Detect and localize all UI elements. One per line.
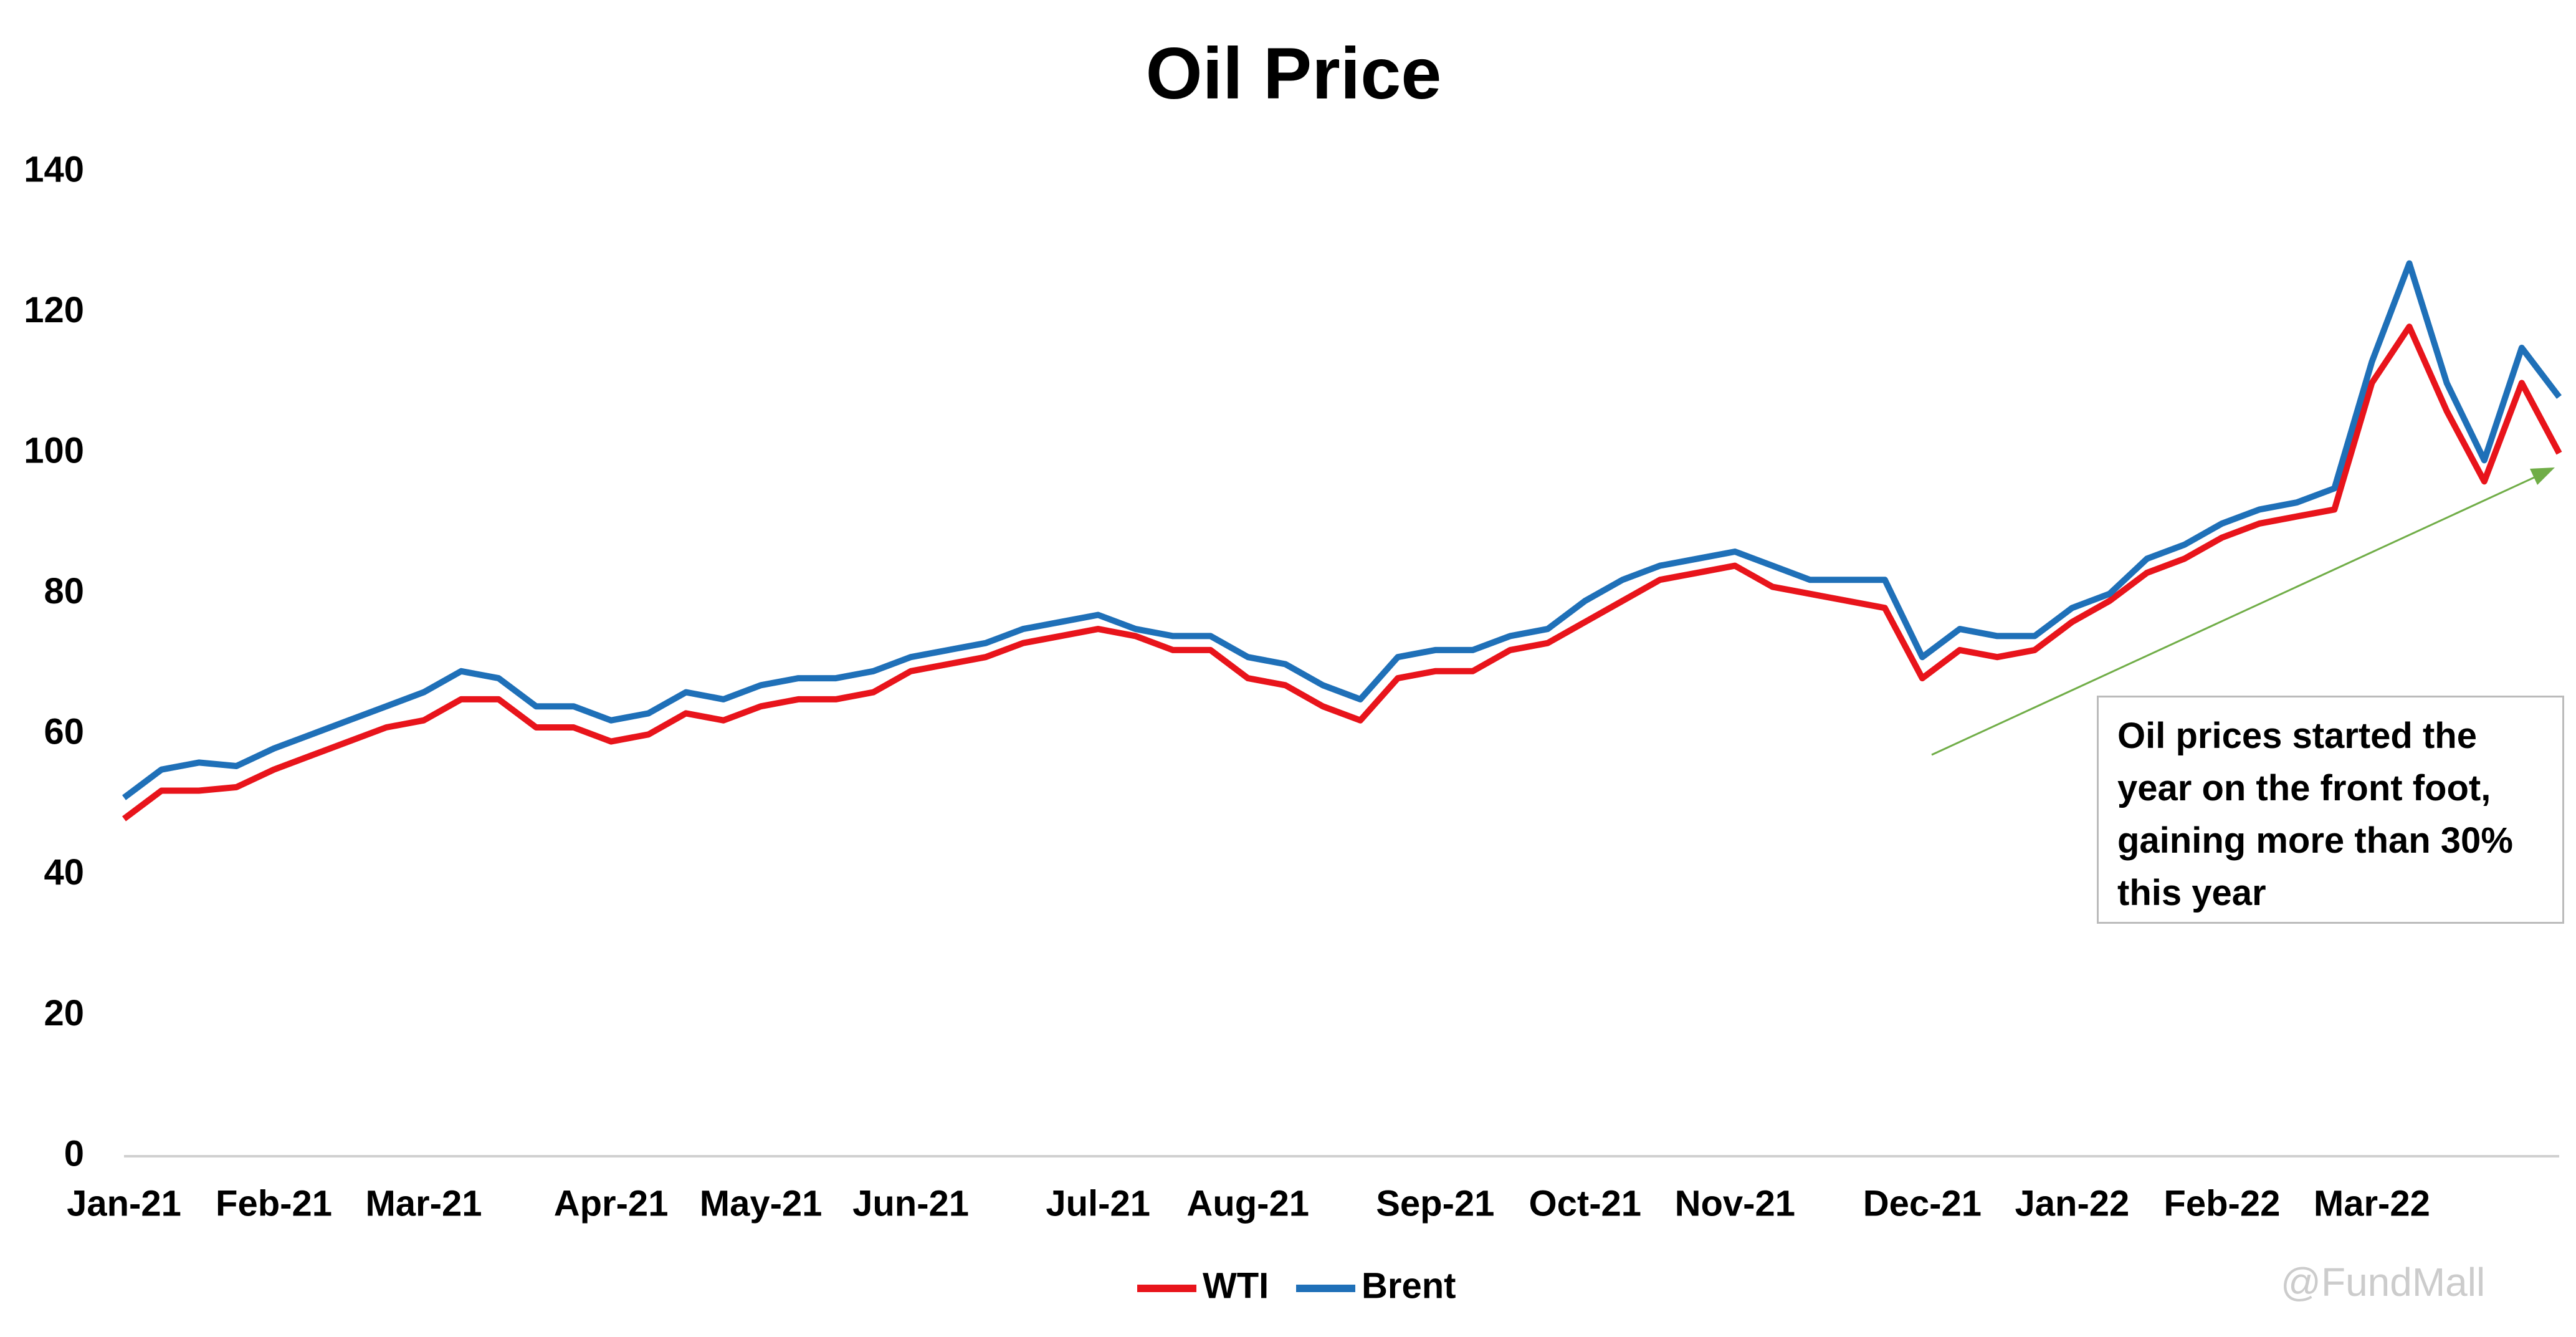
y-tick-label: 40: [44, 852, 84, 893]
x-tick-label: Apr-21: [554, 1183, 669, 1224]
x-tick-label: Jul-21: [1046, 1183, 1150, 1224]
x-tick-label: Aug-21: [1186, 1183, 1309, 1224]
x-tick-label: Feb-22: [2163, 1183, 2280, 1224]
legend-label: WTI: [1203, 1265, 1269, 1306]
x-tick-label: Dec-21: [1863, 1183, 1982, 1224]
chart-title: Oil Price: [1146, 32, 1442, 114]
y-tick-label: 0: [64, 1133, 84, 1174]
x-tick-label: May-21: [700, 1183, 823, 1224]
watermark: @FundMall: [2281, 1260, 2486, 1305]
x-tick-label: Sep-21: [1376, 1183, 1494, 1224]
y-tick-label: 80: [44, 571, 84, 611]
legend-label: Brent: [1362, 1265, 1456, 1306]
annotation-arrowhead: [2530, 467, 2555, 485]
annotation: Oil prices started the year on the front…: [2097, 696, 2564, 924]
y-tick-label: 120: [24, 290, 84, 330]
x-tick-label: Feb-21: [216, 1183, 332, 1224]
y-tick-label: 20: [44, 993, 84, 1033]
y-tick-label: 140: [24, 149, 84, 189]
x-tick-label: Oct-21: [1529, 1183, 1642, 1224]
x-tick-label: Mar-22: [2314, 1183, 2430, 1224]
annotation-arrow: [1931, 472, 2543, 756]
line-series: [122, 260, 2562, 800]
x-tick-label: Nov-21: [1675, 1183, 1795, 1224]
y-tick-label: 60: [44, 712, 84, 752]
x-tick-label: Jan-21: [67, 1183, 181, 1224]
line-series: [122, 323, 2562, 822]
x-tick-label: Mar-21: [365, 1183, 482, 1224]
x-tick-label: Jun-21: [852, 1183, 969, 1224]
x-tick-label: Jan-22: [2015, 1183, 2130, 1224]
y-tick-label: 100: [24, 430, 84, 471]
